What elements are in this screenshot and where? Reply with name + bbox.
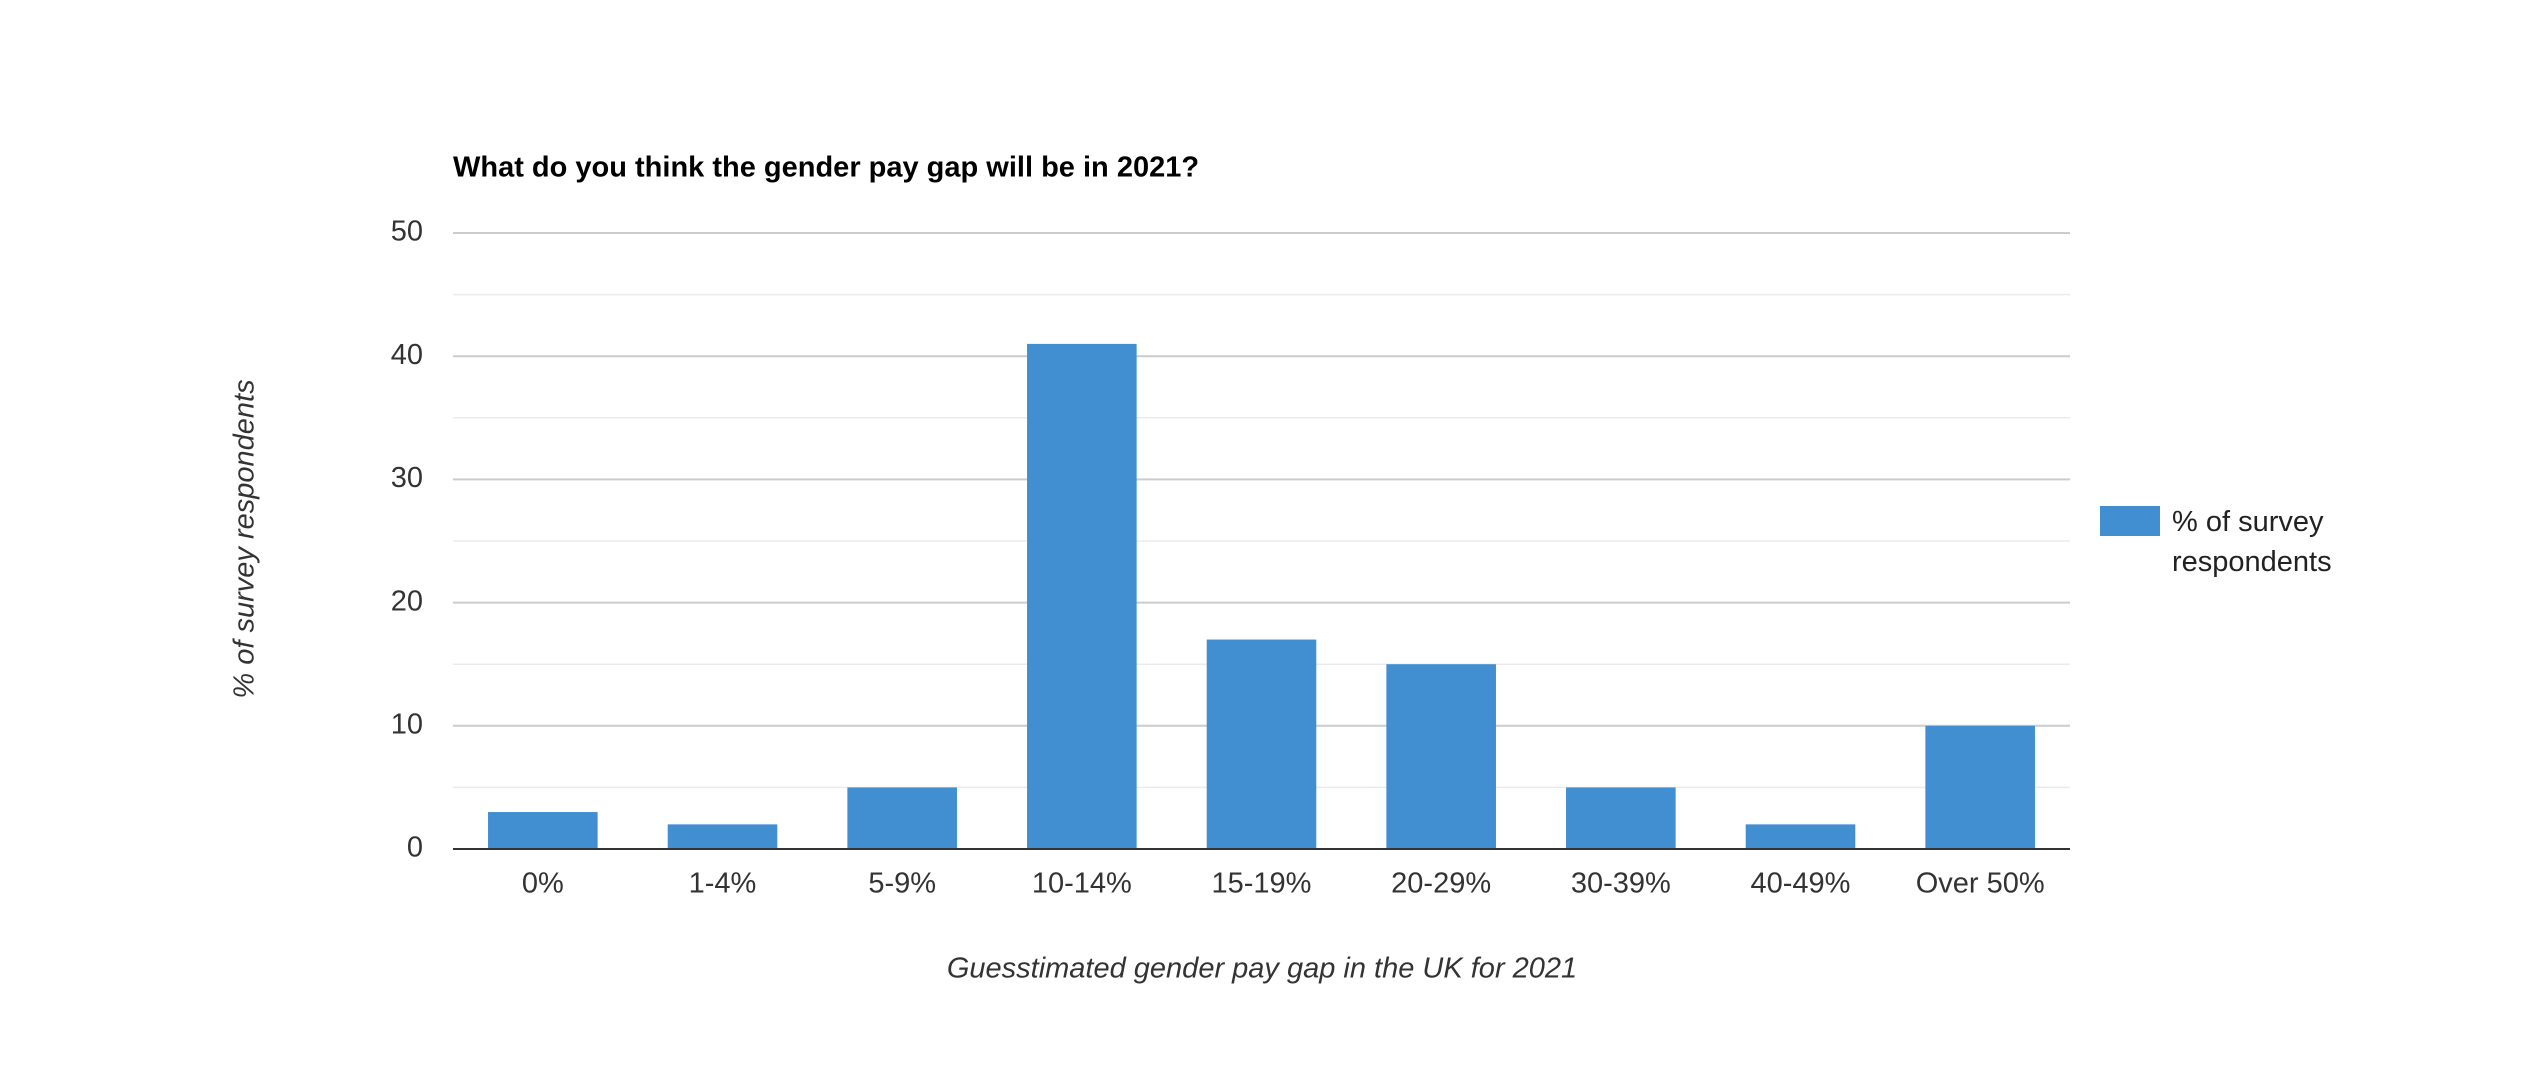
x-tick-label: 0%	[522, 868, 564, 900]
bar	[1386, 664, 1496, 849]
bar	[1925, 725, 2035, 849]
bar	[488, 812, 598, 849]
y-tick-label: 10	[391, 708, 423, 740]
x-tick-label: 20-29%	[1391, 868, 1491, 900]
y-tick-label: 30	[391, 462, 423, 494]
y-tick-label: 50	[391, 216, 423, 248]
bar	[1566, 787, 1676, 849]
legend-swatch	[2100, 506, 2160, 536]
x-tick-label: 40-49%	[1751, 868, 1851, 900]
x-axis-label: Guesstimated gender pay gap in the UK fo…	[947, 953, 1577, 985]
x-tick-label: 10-14%	[1032, 868, 1132, 900]
bar	[1027, 343, 1137, 849]
x-tick-label: 15-19%	[1212, 868, 1312, 900]
y-axis-label: % of survey respondents	[229, 379, 261, 698]
bar	[1206, 639, 1317, 849]
legend-label: % of survey respondents	[2172, 506, 2332, 578]
x-tick-label: 5-9%	[868, 868, 936, 900]
chart-title: What do you think the gender pay gap wil…	[453, 152, 1199, 184]
bar	[1745, 824, 1856, 849]
y-tick-label: 0	[407, 832, 423, 864]
bar	[667, 824, 778, 849]
y-tick-label: 40	[391, 339, 423, 371]
x-tick-label: 30-39%	[1571, 868, 1671, 900]
x-tick-label: 1-4%	[689, 868, 757, 900]
x-tick-label: Over 50%	[1916, 868, 2045, 900]
y-tick-label: 20	[391, 585, 423, 617]
bar	[847, 787, 957, 849]
